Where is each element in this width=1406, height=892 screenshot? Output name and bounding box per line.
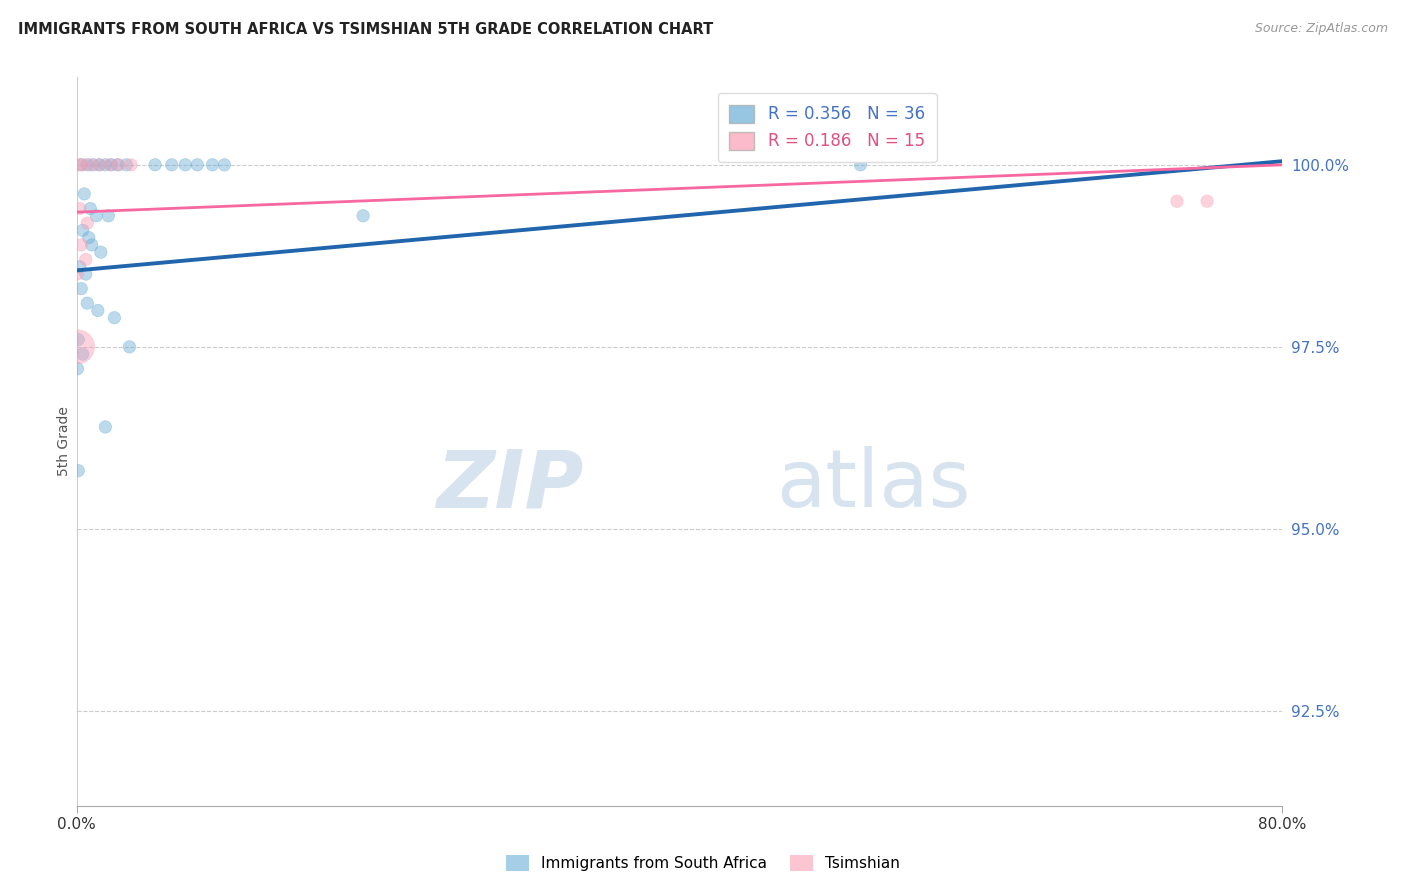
- Point: [79, 158, 101, 172]
- Point: [90, 245, 112, 260]
- Point: [75, 252, 97, 267]
- Point: [87, 303, 110, 318]
- Point: [76, 216, 98, 230]
- Point: [67, 464, 90, 478]
- Text: IMMIGRANTS FROM SOUTH AFRICA VS TSIMSHIAN 5TH GRADE CORRELATION CHART: IMMIGRANTS FROM SOUTH AFRICA VS TSIMSHIA…: [18, 22, 713, 37]
- Text: ZIP: ZIP: [436, 446, 583, 524]
- Point: [67, 158, 90, 172]
- Point: [849, 158, 872, 172]
- Point: [75, 267, 97, 281]
- Point: [107, 158, 129, 172]
- Point: [76, 296, 98, 310]
- Legend: Immigrants from South Africa, Tsimshian: Immigrants from South Africa, Tsimshian: [501, 849, 905, 877]
- Point: [72, 347, 94, 361]
- Point: [76, 158, 98, 172]
- Point: [70, 158, 93, 172]
- Point: [118, 340, 141, 354]
- Point: [66, 267, 89, 281]
- Point: [72, 223, 94, 237]
- Point: [97, 209, 120, 223]
- Point: [70, 238, 93, 252]
- Point: [79, 202, 101, 216]
- Point: [69, 260, 91, 274]
- Point: [66, 361, 89, 376]
- Point: [94, 420, 117, 434]
- Point: [66, 340, 89, 354]
- Point: [73, 186, 96, 201]
- Point: [89, 158, 111, 172]
- Point: [67, 333, 90, 347]
- Point: [143, 158, 166, 172]
- Point: [201, 158, 224, 172]
- Point: [174, 158, 197, 172]
- Point: [98, 158, 121, 172]
- Point: [1197, 194, 1219, 209]
- Point: [69, 202, 91, 216]
- Point: [89, 158, 111, 172]
- Point: [108, 158, 131, 172]
- Point: [352, 209, 374, 223]
- Point: [80, 238, 103, 252]
- Y-axis label: 5th Grade: 5th Grade: [58, 407, 72, 476]
- Point: [186, 158, 208, 172]
- Point: [94, 158, 117, 172]
- Point: [77, 230, 100, 244]
- Point: [103, 310, 125, 325]
- Point: [120, 158, 142, 172]
- Point: [100, 158, 122, 172]
- Point: [1166, 194, 1188, 209]
- Point: [82, 158, 104, 172]
- Point: [72, 158, 94, 172]
- Point: [214, 158, 236, 172]
- Point: [86, 209, 108, 223]
- Point: [115, 158, 138, 172]
- Text: atlas: atlas: [776, 446, 970, 524]
- Legend: R = 0.356   N = 36, R = 0.186   N = 15: R = 0.356 N = 36, R = 0.186 N = 15: [717, 93, 936, 162]
- Point: [160, 158, 183, 172]
- Point: [70, 282, 93, 296]
- Text: Source: ZipAtlas.com: Source: ZipAtlas.com: [1254, 22, 1388, 36]
